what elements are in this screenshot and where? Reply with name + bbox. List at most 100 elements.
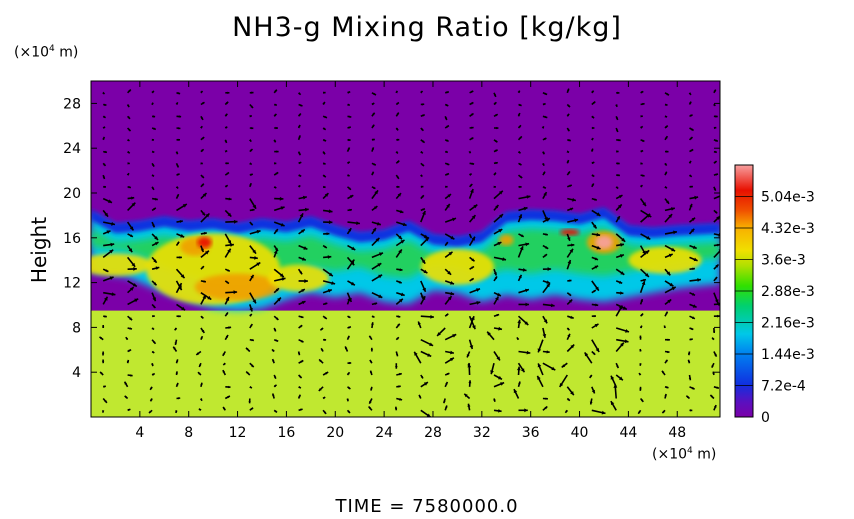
wind-vector-head — [274, 410, 277, 413]
wind-vector-head — [566, 160, 569, 163]
wind-vector-head — [324, 193, 329, 197]
wind-vector-head — [222, 353, 225, 356]
wind-vector-head — [275, 172, 279, 175]
wind-vector-head — [149, 410, 152, 413]
wind-vector-head — [421, 128, 424, 131]
wind-vector-head — [691, 316, 695, 319]
wind-vector-head — [471, 278, 474, 281]
wind-vector-head — [347, 147, 350, 150]
wind-vector-head — [299, 213, 304, 218]
wind-vector-head — [105, 269, 109, 272]
wind-vector-head — [175, 410, 178, 413]
wind-vector-head — [594, 265, 599, 269]
concentration-pocket-10 — [628, 246, 702, 274]
concentration-pocket-7 — [498, 234, 514, 246]
wind-vector-head — [615, 129, 619, 132]
wind-vector-head — [273, 139, 276, 143]
wind-vector-head — [641, 139, 645, 142]
wind-vector-head — [592, 224, 597, 229]
wind-vector-head — [225, 297, 230, 301]
wind-vector-head — [715, 115, 718, 118]
wind-vector-head — [227, 240, 231, 245]
wind-vector-head — [323, 338, 327, 341]
wind-vector-head — [568, 299, 573, 303]
wind-vector-head — [101, 359, 105, 362]
wind-vector-head — [665, 125, 668, 128]
wind-vector-head — [182, 204, 187, 208]
wind-vector — [713, 195, 720, 200]
wind-vector-head — [128, 128, 131, 132]
wind-vector-head — [717, 314, 720, 318]
wind-vector — [713, 303, 720, 306]
wind-vector-head — [201, 316, 204, 319]
wind-vector-head — [526, 195, 531, 199]
wind-vector-head — [516, 337, 520, 340]
wind-vector-head — [542, 171, 545, 175]
y-tick-label: 4 — [72, 365, 81, 381]
wind-vector-head — [201, 329, 205, 333]
wind-vector-head — [639, 373, 642, 376]
wind-vector-head — [152, 224, 155, 228]
wind-vector-head — [498, 229, 503, 233]
wind-vector-head — [345, 346, 348, 350]
wind-vector-head — [640, 162, 643, 165]
colorbar-tick-label: 2.16e-3 — [761, 316, 815, 332]
x-tick-label: 24 — [375, 425, 393, 441]
wind-vector-head — [493, 399, 496, 402]
wind-vector-head — [176, 241, 180, 245]
wind-vector-head — [469, 184, 473, 187]
wind-vector-head — [691, 292, 695, 296]
wind-vector-head — [347, 372, 350, 375]
wind-vector-head — [200, 382, 203, 386]
wind-vector-head — [520, 234, 524, 237]
wind-vector-head — [667, 299, 672, 304]
wind-vector-head — [397, 138, 400, 141]
wind-vector-head — [347, 386, 351, 389]
wind-vector-head — [300, 339, 304, 343]
wind-vector-head — [131, 196, 135, 200]
wind-vector-head — [224, 150, 228, 153]
wind-vector-head — [498, 326, 502, 331]
wind-vector-head — [615, 186, 619, 189]
concentration-pocket-9 — [420, 249, 495, 285]
wind-vector-head — [690, 338, 693, 341]
x-tick-label: 44 — [619, 425, 637, 441]
wind-vector-head — [647, 213, 652, 217]
wind-vector-head — [246, 347, 249, 351]
wind-vector-head — [275, 247, 278, 251]
wind-vector-head — [422, 287, 426, 292]
wind-vector-head — [225, 113, 228, 117]
wind-vector-head — [104, 315, 107, 318]
wind-vector-head — [425, 237, 429, 242]
y-tick-label: 8 — [72, 320, 81, 336]
wind-vector-head — [227, 248, 231, 253]
wind-vector-head — [177, 397, 181, 400]
wind-vector-head — [298, 113, 301, 116]
wind-vector-head — [420, 91, 423, 94]
wind-vector-head — [324, 115, 327, 119]
wind-vector-head — [274, 162, 277, 165]
wind-vector-head — [471, 215, 476, 219]
wind-vector-head — [570, 344, 575, 349]
wind-vector-head — [447, 373, 450, 376]
wind-vector-head — [692, 267, 695, 271]
wind-vector-head — [350, 281, 355, 286]
wind-vector-head — [618, 376, 623, 381]
wind-vector-head — [273, 376, 277, 379]
wind-vector-head — [395, 90, 398, 94]
wind-vector-head — [547, 267, 552, 271]
wind-vector-head — [713, 188, 716, 191]
wind-vector-head — [445, 381, 448, 385]
wind-vector-head — [493, 272, 497, 276]
wind-vector-head — [348, 228, 352, 232]
wind-vector-head — [466, 354, 470, 358]
wind-vector-head — [101, 353, 105, 356]
wind-vector-head — [470, 90, 474, 93]
wind-vector-head — [697, 278, 701, 282]
wind-vector-head — [542, 334, 547, 338]
wind-vector-head — [395, 353, 399, 357]
wind-vector-head — [713, 89, 716, 93]
wind-vector-head — [446, 91, 449, 94]
wind-vector-head — [256, 262, 261, 267]
wind-vector-head — [421, 195, 424, 198]
